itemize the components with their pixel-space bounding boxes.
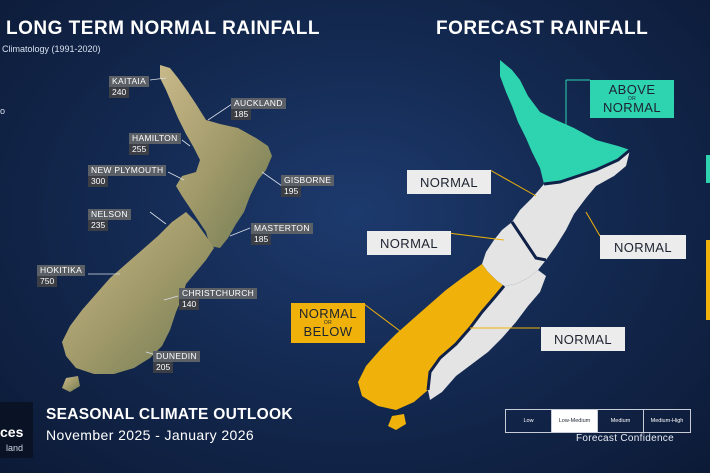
confidence-label: Forecast Confidence <box>576 433 674 444</box>
right-map-title: FORECAST RAINFALL <box>436 18 649 39</box>
forecast-label-normal-south-east: NORMAL <box>541 327 625 351</box>
confidence-level-medium-high: Medium-High <box>650 418 684 424</box>
city-label-hamilton: HAMILTON 255 <box>129 133 181 155</box>
region-central-normal <box>482 222 546 286</box>
region-north-normal <box>512 150 630 260</box>
city-label-hokitika: HOKITIKA 750 <box>37 265 86 287</box>
forecast-label-normal-north-west: NORMAL <box>407 170 491 194</box>
logo: ces land <box>0 402 33 458</box>
left-north-island <box>160 65 272 248</box>
confidence-level-low-medium: Low-Medium <box>552 410 598 432</box>
region-south-east-normal <box>428 270 546 400</box>
city-label-nelson: NELSON 235 <box>88 209 131 231</box>
left-map-title: LONG TERM NORMAL RAINFALL <box>6 18 321 39</box>
forecast-label-above-or-normal: ABOVE OR NORMAL <box>590 80 674 118</box>
forecast-label-normal-or-below: NORMAL OR BELOW <box>291 303 365 343</box>
cropped-legend-swatch-below <box>706 240 710 320</box>
city-label-auckland: AUCKLAND 185 <box>231 98 286 120</box>
left-map-subtitle: Climatology (1991-2020) <box>2 44 101 54</box>
city-label-masterton: MASTERTON 185 <box>251 223 313 245</box>
confidence-level-medium: Medium <box>598 410 644 432</box>
forecast-label-normal-east: NORMAL <box>600 235 686 259</box>
left-south-island <box>62 212 214 374</box>
city-label-christchurch: CHRISTCHURCH 140 <box>179 288 258 310</box>
city-label-new-plymouth: NEW PLYMOUTH 300 <box>88 165 167 187</box>
region-north-above <box>500 60 630 184</box>
confidence-scale: Low Low-Medium Medium Medium-High <box>505 409 691 433</box>
right-nz-map <box>358 60 631 430</box>
region-south-west-below <box>358 264 504 410</box>
forecast-label-normal-central: NORMAL <box>367 231 451 255</box>
outlook-period: November 2025 - January 2026 <box>46 427 255 443</box>
left-stewart-island <box>62 376 80 392</box>
outlook-title: SEASONAL CLIMATE OUTLOOK <box>46 406 293 423</box>
city-label-kaitaia: KAITAIA 240 <box>109 76 150 98</box>
cropped-legend-swatch-above <box>706 155 710 183</box>
confidence-level-low: Low <box>506 410 552 432</box>
left-nz-map <box>62 65 272 392</box>
city-label-gisborne: GISBORNE 195 <box>281 175 335 197</box>
region-stewart-below <box>388 414 406 430</box>
city-label-dunedin: DUNEDIN 205 <box>153 351 200 373</box>
cropped-unit-fragment: o <box>0 106 6 116</box>
